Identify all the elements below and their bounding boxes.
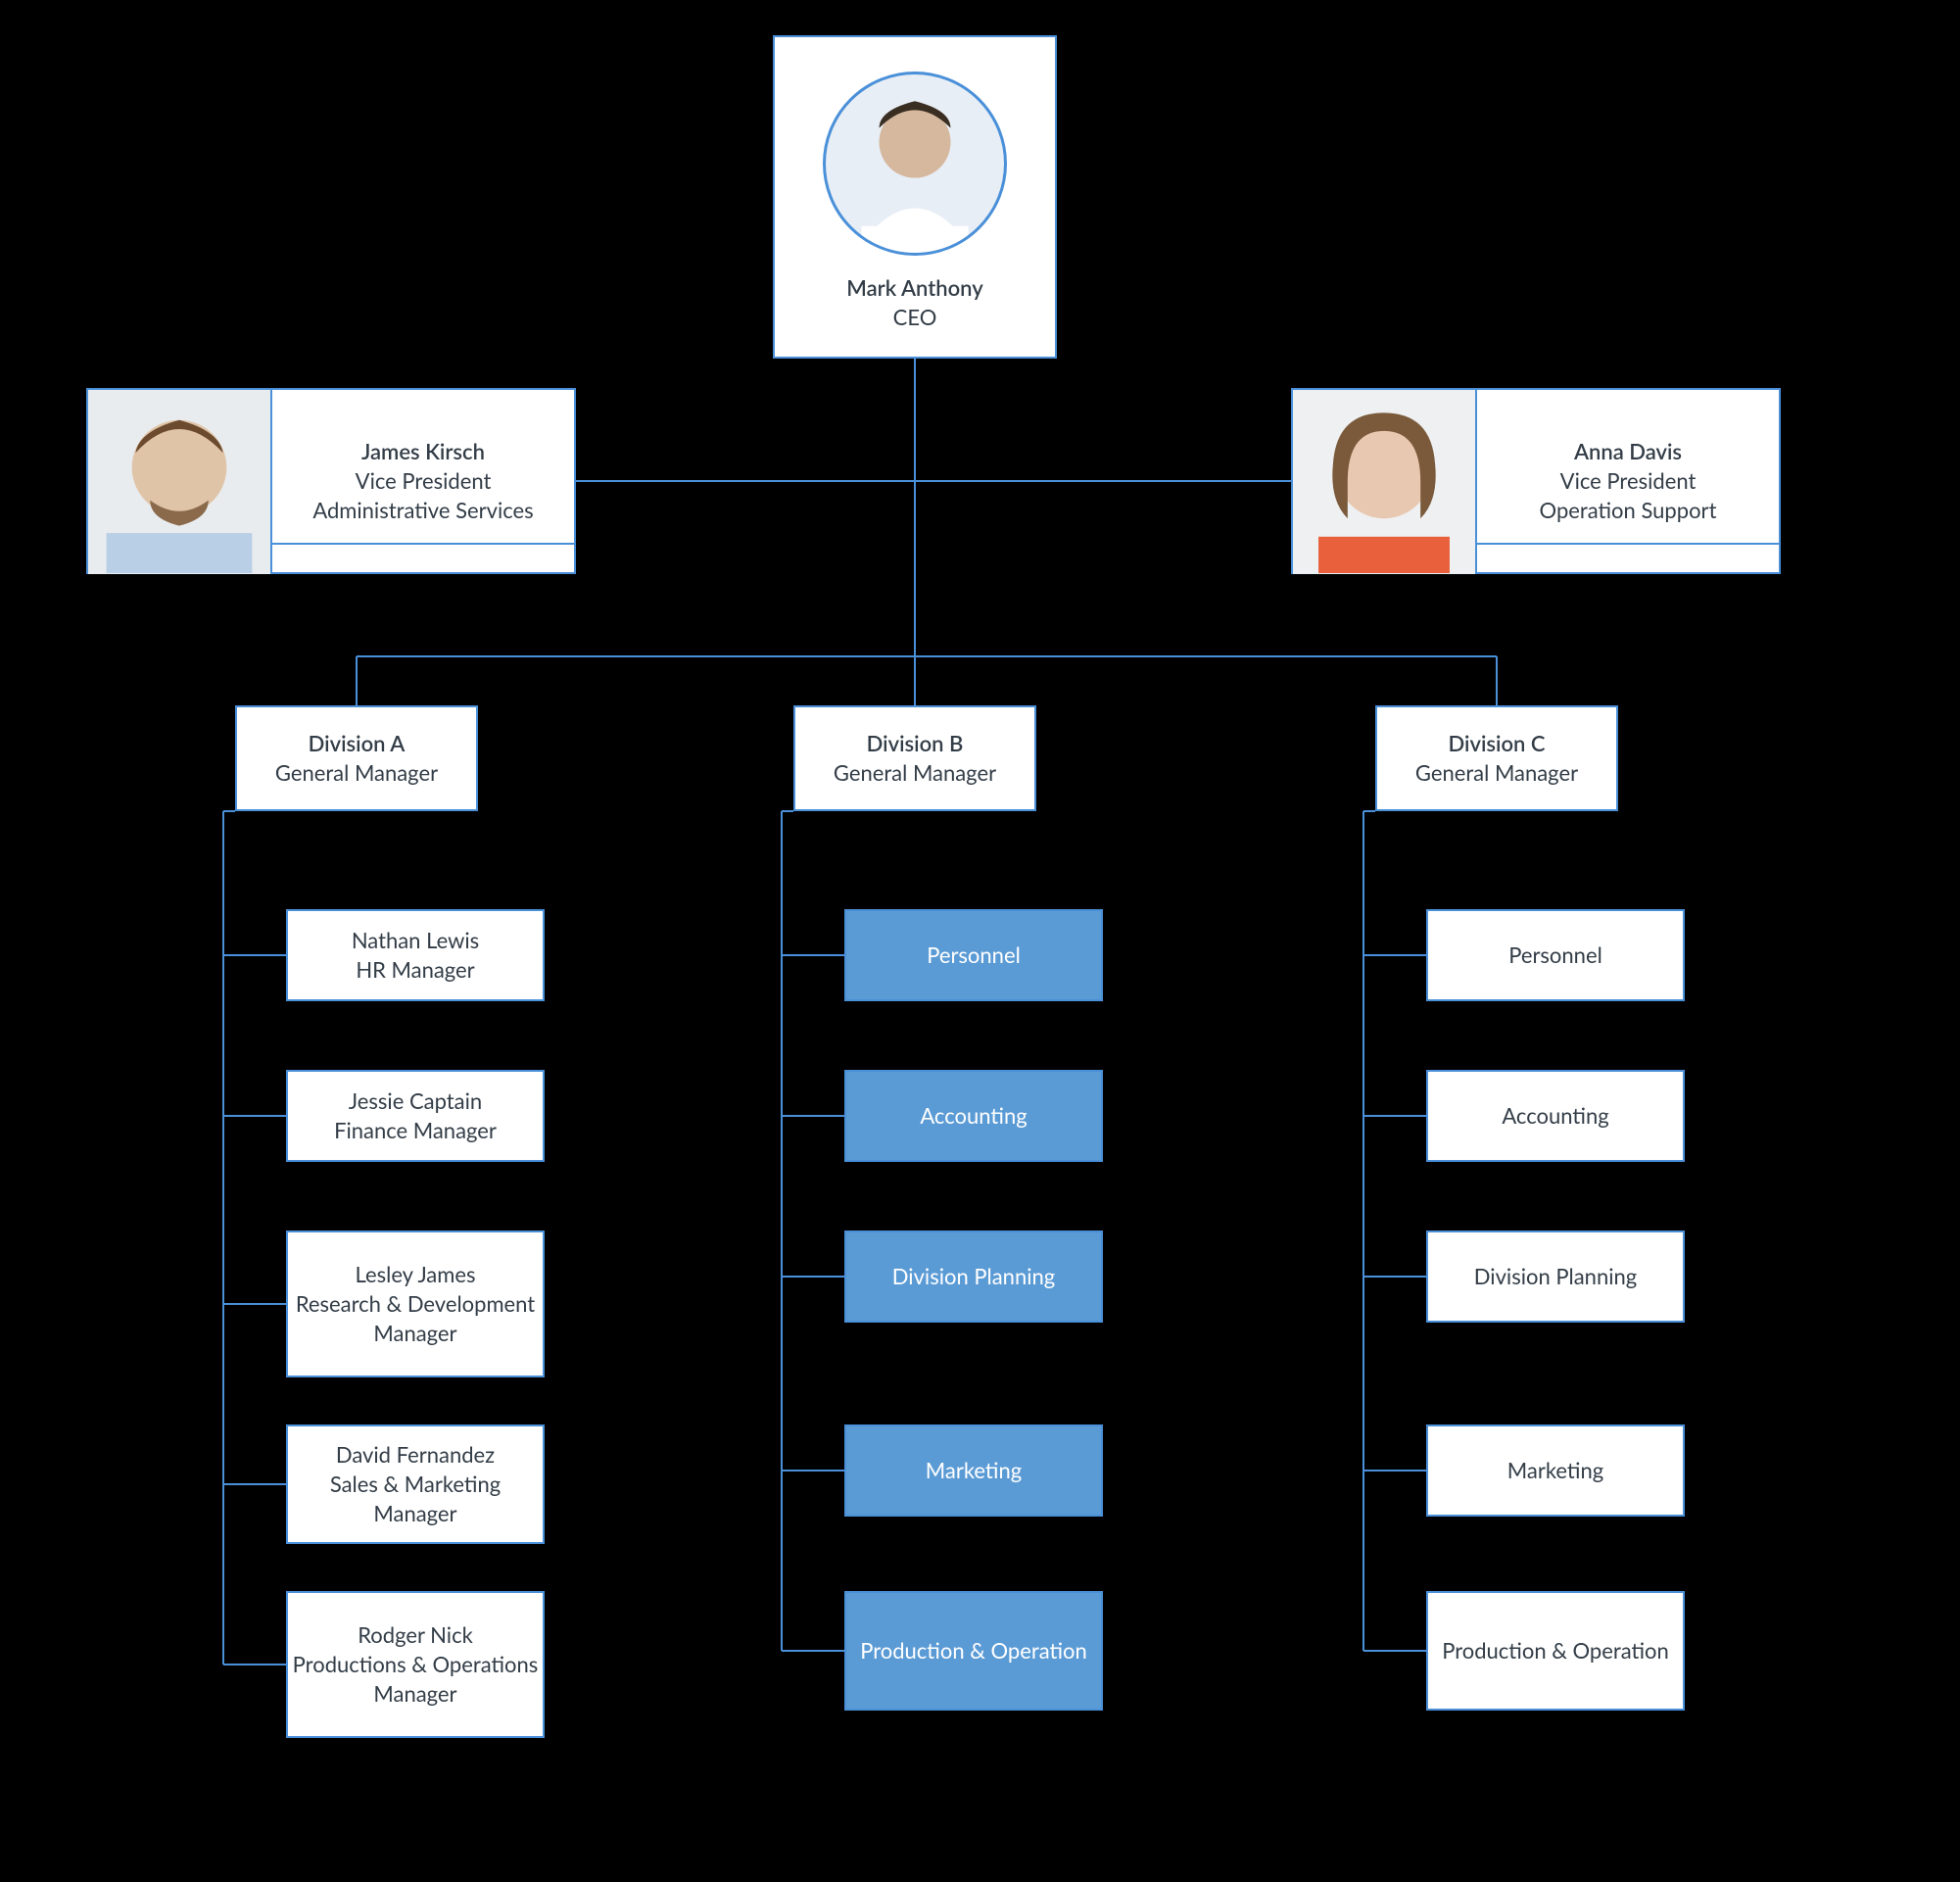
sub-card: Personnel	[1426, 909, 1685, 1001]
vp-left-title: Vice President	[356, 466, 492, 496]
vp-right-divider	[1477, 543, 1779, 545]
avatar-vp-right	[1293, 390, 1477, 574]
vp-right-subtitle: Operation Support	[1540, 496, 1717, 525]
avatar-ceo	[823, 72, 1007, 256]
division-c-role: General Manager	[1415, 758, 1578, 788]
sub-name: Rodger Nick	[358, 1620, 473, 1650]
division-c-label: Division C	[1449, 729, 1546, 758]
division-b-card: Division B General Manager	[793, 705, 1036, 811]
sub-card: Production & Operation	[1426, 1591, 1685, 1711]
sub-name: Nathan Lewis	[352, 926, 479, 955]
sub-title: Research & Development Manager	[288, 1289, 543, 1347]
sub-title: HR Manager	[356, 955, 474, 985]
vp-card-left: James Kirsch Vice President Administrati…	[86, 388, 576, 574]
vp-left-name: James Kirsch	[361, 437, 485, 466]
sub-name: Accounting	[920, 1101, 1027, 1131]
sub-card: Personnel	[844, 909, 1103, 1001]
vp-right-title: Vice President	[1560, 466, 1697, 496]
sub-name: Division Planning	[892, 1262, 1055, 1291]
sub-name: Personnel	[1508, 941, 1602, 970]
sub-card: Marketing	[1426, 1424, 1685, 1517]
sub-name: Division Planning	[1474, 1262, 1637, 1291]
vp-left-text: James Kirsch Vice President Administrati…	[272, 390, 574, 572]
vp-right-text: Anna Davis Vice President Operation Supp…	[1477, 390, 1779, 572]
sub-card: Marketing	[844, 1424, 1103, 1517]
sub-name: David Fernandez	[336, 1440, 495, 1470]
division-b-label: Division B	[867, 729, 964, 758]
sub-card: Accounting	[1426, 1070, 1685, 1162]
division-c-card: Division C General Manager	[1375, 705, 1618, 811]
sub-name: Personnel	[927, 941, 1021, 970]
vp-right-name: Anna Davis	[1574, 437, 1682, 466]
vp-left-divider	[272, 543, 574, 545]
sub-name: Accounting	[1502, 1101, 1608, 1131]
org-chart: Mark Anthony CEO James Kirsch Vice Presi…	[39, 0, 1921, 1882]
ceo-card: Mark Anthony CEO	[773, 35, 1057, 359]
sub-title: Finance Manager	[334, 1116, 497, 1145]
sub-card: David FernandezSales & Marketing Manager	[286, 1424, 545, 1544]
sub-name: Production & Operation	[860, 1636, 1087, 1665]
sub-card: Nathan LewisHR Manager	[286, 909, 545, 1001]
sub-card: Lesley JamesResearch & Development Manag…	[286, 1231, 545, 1377]
ceo-title: CEO	[893, 303, 937, 332]
sub-title: Productions & Operations Manager	[288, 1650, 543, 1708]
vp-left-subtitle: Administrative Services	[312, 496, 533, 525]
sub-name: Marketing	[926, 1456, 1022, 1485]
sub-name: Jessie Captain	[349, 1086, 482, 1116]
division-b-role: General Manager	[834, 758, 996, 788]
sub-name: Production & Operation	[1442, 1636, 1669, 1665]
sub-card: Division Planning	[844, 1231, 1103, 1323]
vp-card-right: Anna Davis Vice President Operation Supp…	[1291, 388, 1781, 574]
sub-card: Division Planning	[1426, 1231, 1685, 1323]
sub-name: Marketing	[1507, 1456, 1603, 1485]
division-a-card: Division A General Manager	[235, 705, 478, 811]
sub-card: Rodger NickProductions & Operations Mana…	[286, 1591, 545, 1738]
division-a-role: General Manager	[275, 758, 438, 788]
sub-card: Jessie CaptainFinance Manager	[286, 1070, 545, 1162]
sub-card: Production & Operation	[844, 1591, 1103, 1711]
avatar-vp-left	[88, 390, 272, 574]
sub-title: Sales & Marketing Manager	[288, 1470, 543, 1527]
sub-name: Lesley James	[356, 1260, 476, 1289]
sub-card: Accounting	[844, 1070, 1103, 1162]
division-a-label: Division A	[309, 729, 406, 758]
ceo-name: Mark Anthony	[846, 273, 982, 303]
